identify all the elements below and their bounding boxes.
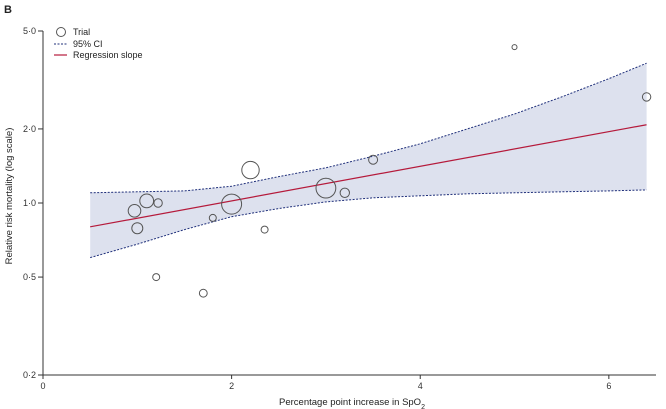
panel-label: B	[4, 4, 12, 16]
trial-point	[139, 193, 155, 209]
y-tick-label: 5·0	[23, 26, 36, 36]
legend-ci-label: 95% CI	[73, 39, 103, 49]
trial-point	[198, 288, 208, 298]
trial-point	[153, 198, 163, 208]
y-tick-label: 2·0	[23, 124, 36, 134]
trial-point	[260, 225, 269, 234]
trial-point	[339, 187, 350, 199]
trial-points-layer	[127, 44, 652, 298]
ci-lower-line	[90, 189, 647, 259]
legend: Trial 95% CI Regression slope	[54, 27, 143, 60]
trial-point	[208, 213, 217, 222]
x-tick-label: 4	[418, 381, 423, 391]
trial-point	[511, 44, 518, 51]
trial-point	[221, 193, 243, 215]
regression-slope-line	[90, 124, 647, 228]
x-tick-label: 6	[606, 381, 611, 391]
trial-point	[368, 154, 379, 165]
x-tick-label: 0	[40, 381, 45, 391]
y-tick-label: 0·5	[23, 272, 36, 282]
x-axis-title-subscript: 2	[421, 404, 425, 409]
legend-slope-label: Regression slope	[73, 50, 143, 60]
y-ticks: 0·2 0·5 1·0 2·0 5·0	[23, 26, 43, 380]
ci-upper-line	[90, 62, 647, 194]
trial-point	[315, 177, 337, 199]
y-tick-label: 0·2	[23, 370, 36, 380]
trial-point	[641, 92, 652, 102]
legend-trial-marker	[56, 27, 66, 37]
x-ticks: 0 2 4 6	[40, 375, 611, 391]
y-axis-title: Relative risk mortality (log scale)	[4, 128, 15, 265]
trial-point	[241, 160, 260, 180]
trial-point	[131, 222, 144, 235]
trial-point	[152, 273, 161, 282]
x-axis-title-main: Percentage point increase in SpO	[279, 397, 421, 408]
legend-trial-label: Trial	[73, 27, 90, 37]
x-axis-title: Percentage point increase in SpO2	[279, 397, 425, 409]
axes: 0·2 0·5 1·0 2·0 5·0 0 2 4 6	[23, 26, 656, 391]
trial-point	[127, 204, 142, 218]
y-tick-label: 1·0	[23, 198, 36, 208]
x-tick-label: 2	[229, 381, 234, 391]
